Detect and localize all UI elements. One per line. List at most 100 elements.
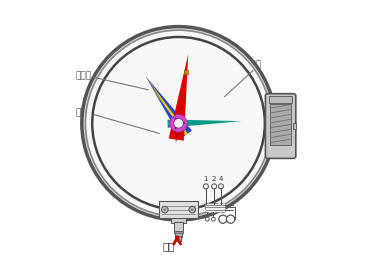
Wedge shape [169, 204, 179, 210]
Wedge shape [255, 97, 263, 107]
Wedge shape [249, 80, 257, 90]
Wedge shape [92, 123, 98, 132]
Bar [184, 70, 188, 74]
Wedge shape [128, 189, 138, 198]
Circle shape [82, 27, 275, 220]
Circle shape [170, 115, 187, 132]
Wedge shape [93, 105, 99, 115]
Wedge shape [239, 65, 248, 76]
Wedge shape [204, 197, 214, 206]
Wedge shape [143, 197, 153, 206]
Wedge shape [109, 171, 119, 181]
Polygon shape [146, 76, 192, 138]
Wedge shape [195, 39, 205, 46]
Text: 压力: 压力 [162, 241, 175, 251]
Circle shape [205, 217, 209, 221]
Circle shape [174, 118, 183, 128]
Wedge shape [96, 88, 105, 98]
Wedge shape [258, 105, 265, 115]
Text: 1: 1 [204, 176, 208, 182]
Wedge shape [211, 44, 222, 53]
Bar [171, 218, 186, 223]
Text: 4: 4 [219, 176, 223, 182]
Wedge shape [135, 44, 146, 53]
Bar [293, 123, 296, 129]
Wedge shape [96, 148, 105, 158]
Wedge shape [226, 183, 236, 193]
Wedge shape [121, 53, 131, 63]
Wedge shape [252, 88, 261, 98]
Text: 2: 2 [212, 176, 216, 182]
Bar [270, 104, 291, 145]
Wedge shape [259, 123, 265, 132]
Wedge shape [169, 37, 179, 43]
Circle shape [219, 215, 227, 223]
Wedge shape [100, 156, 108, 166]
Circle shape [227, 215, 235, 223]
Bar [174, 231, 183, 233]
Circle shape [175, 118, 177, 119]
Circle shape [212, 184, 217, 189]
Wedge shape [187, 202, 196, 209]
Wedge shape [258, 132, 265, 141]
Wedge shape [239, 171, 248, 181]
Wedge shape [233, 59, 243, 69]
Circle shape [175, 127, 177, 129]
Circle shape [98, 42, 259, 204]
Wedge shape [259, 114, 265, 123]
Wedge shape [252, 148, 261, 158]
Circle shape [163, 208, 166, 211]
Circle shape [191, 208, 194, 211]
Circle shape [189, 206, 196, 213]
Wedge shape [104, 164, 113, 174]
Circle shape [204, 184, 208, 189]
Wedge shape [152, 39, 162, 46]
Bar [205, 203, 225, 212]
Wedge shape [135, 193, 146, 202]
Wedge shape [104, 73, 113, 83]
Text: 静触点: 静触点 [246, 60, 262, 69]
Bar [176, 236, 181, 241]
Wedge shape [152, 200, 162, 208]
Wedge shape [195, 200, 205, 208]
Bar [159, 201, 198, 218]
Wedge shape [204, 41, 214, 50]
Wedge shape [92, 114, 98, 123]
Circle shape [85, 30, 272, 216]
Wedge shape [211, 193, 222, 202]
Wedge shape [219, 189, 229, 198]
Wedge shape [100, 80, 108, 90]
Wedge shape [219, 48, 229, 58]
Polygon shape [146, 76, 188, 135]
Text: 静触点: 静触点 [76, 71, 92, 80]
Wedge shape [94, 97, 102, 107]
Wedge shape [244, 73, 253, 83]
Circle shape [183, 122, 185, 124]
Wedge shape [161, 38, 170, 44]
Wedge shape [143, 41, 153, 50]
Wedge shape [121, 183, 131, 193]
Wedge shape [93, 132, 99, 141]
Wedge shape [94, 140, 102, 150]
Polygon shape [173, 120, 185, 142]
Wedge shape [233, 177, 243, 187]
Wedge shape [128, 48, 138, 58]
Wedge shape [226, 53, 236, 63]
Wedge shape [187, 38, 196, 44]
Polygon shape [169, 54, 188, 141]
Polygon shape [146, 79, 186, 133]
Text: 动触点: 动触点 [76, 108, 92, 117]
Wedge shape [179, 37, 188, 43]
Wedge shape [244, 164, 253, 174]
Wedge shape [109, 65, 119, 76]
Bar [269, 96, 292, 103]
Wedge shape [255, 140, 263, 150]
Wedge shape [114, 177, 124, 187]
Circle shape [219, 184, 224, 189]
Bar [174, 222, 183, 232]
Bar [175, 231, 182, 237]
Wedge shape [161, 202, 170, 209]
Wedge shape [114, 59, 124, 69]
Polygon shape [168, 119, 241, 128]
FancyBboxPatch shape [265, 94, 296, 158]
